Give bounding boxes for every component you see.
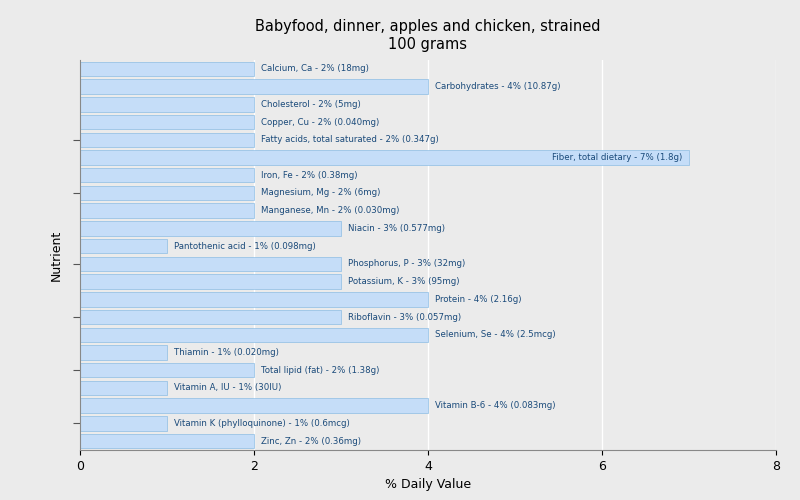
- Bar: [80, 239, 167, 254]
- Bar: [80, 97, 254, 112]
- Text: Vitamin B-6 - 4% (0.083mg): Vitamin B-6 - 4% (0.083mg): [435, 401, 555, 410]
- Bar: [80, 168, 254, 182]
- Text: Fiber, total dietary - 7% (1.8g): Fiber, total dietary - 7% (1.8g): [552, 153, 682, 162]
- Text: Fatty acids, total saturated - 2% (0.347g): Fatty acids, total saturated - 2% (0.347…: [261, 136, 438, 144]
- Bar: [80, 380, 167, 395]
- Bar: [80, 80, 428, 94]
- Text: Thiamin - 1% (0.020mg): Thiamin - 1% (0.020mg): [174, 348, 279, 357]
- Bar: [80, 416, 167, 430]
- Bar: [80, 204, 254, 218]
- Bar: [80, 345, 167, 360]
- Bar: [80, 328, 428, 342]
- Text: Protein - 4% (2.16g): Protein - 4% (2.16g): [435, 295, 522, 304]
- Text: Potassium, K - 3% (95mg): Potassium, K - 3% (95mg): [348, 277, 459, 286]
- Bar: [80, 150, 689, 165]
- Bar: [80, 62, 254, 76]
- Text: Selenium, Se - 4% (2.5mcg): Selenium, Se - 4% (2.5mcg): [435, 330, 555, 340]
- Text: Copper, Cu - 2% (0.040mg): Copper, Cu - 2% (0.040mg): [261, 118, 379, 126]
- Y-axis label: Nutrient: Nutrient: [50, 230, 62, 280]
- Text: Riboflavin - 3% (0.057mg): Riboflavin - 3% (0.057mg): [348, 312, 461, 322]
- X-axis label: % Daily Value: % Daily Value: [385, 478, 471, 492]
- Bar: [80, 186, 254, 200]
- Bar: [80, 434, 254, 448]
- Bar: [80, 310, 341, 324]
- Text: Phosphorus, P - 3% (32mg): Phosphorus, P - 3% (32mg): [348, 260, 466, 268]
- Bar: [80, 115, 254, 130]
- Bar: [80, 132, 254, 147]
- Text: Niacin - 3% (0.577mg): Niacin - 3% (0.577mg): [348, 224, 445, 233]
- Text: Calcium, Ca - 2% (18mg): Calcium, Ca - 2% (18mg): [261, 64, 369, 74]
- Text: Iron, Fe - 2% (0.38mg): Iron, Fe - 2% (0.38mg): [261, 170, 358, 179]
- Text: Zinc, Zn - 2% (0.36mg): Zinc, Zn - 2% (0.36mg): [261, 436, 361, 446]
- Text: Vitamin A, IU - 1% (30IU): Vitamin A, IU - 1% (30IU): [174, 384, 282, 392]
- Text: Magnesium, Mg - 2% (6mg): Magnesium, Mg - 2% (6mg): [261, 188, 380, 198]
- Text: Carbohydrates - 4% (10.87g): Carbohydrates - 4% (10.87g): [435, 82, 561, 91]
- Bar: [80, 221, 341, 236]
- Bar: [80, 274, 341, 289]
- Bar: [80, 363, 254, 378]
- Bar: [80, 292, 428, 306]
- Text: Manganese, Mn - 2% (0.030mg): Manganese, Mn - 2% (0.030mg): [261, 206, 399, 215]
- Bar: [80, 256, 341, 271]
- Text: Total lipid (fat) - 2% (1.38g): Total lipid (fat) - 2% (1.38g): [261, 366, 379, 374]
- Text: Vitamin K (phylloquinone) - 1% (0.6mcg): Vitamin K (phylloquinone) - 1% (0.6mcg): [174, 419, 350, 428]
- Bar: [80, 398, 428, 413]
- Title: Babyfood, dinner, apples and chicken, strained
100 grams: Babyfood, dinner, apples and chicken, st…: [255, 20, 601, 52]
- Text: Cholesterol - 2% (5mg): Cholesterol - 2% (5mg): [261, 100, 361, 109]
- Text: Pantothenic acid - 1% (0.098mg): Pantothenic acid - 1% (0.098mg): [174, 242, 316, 250]
